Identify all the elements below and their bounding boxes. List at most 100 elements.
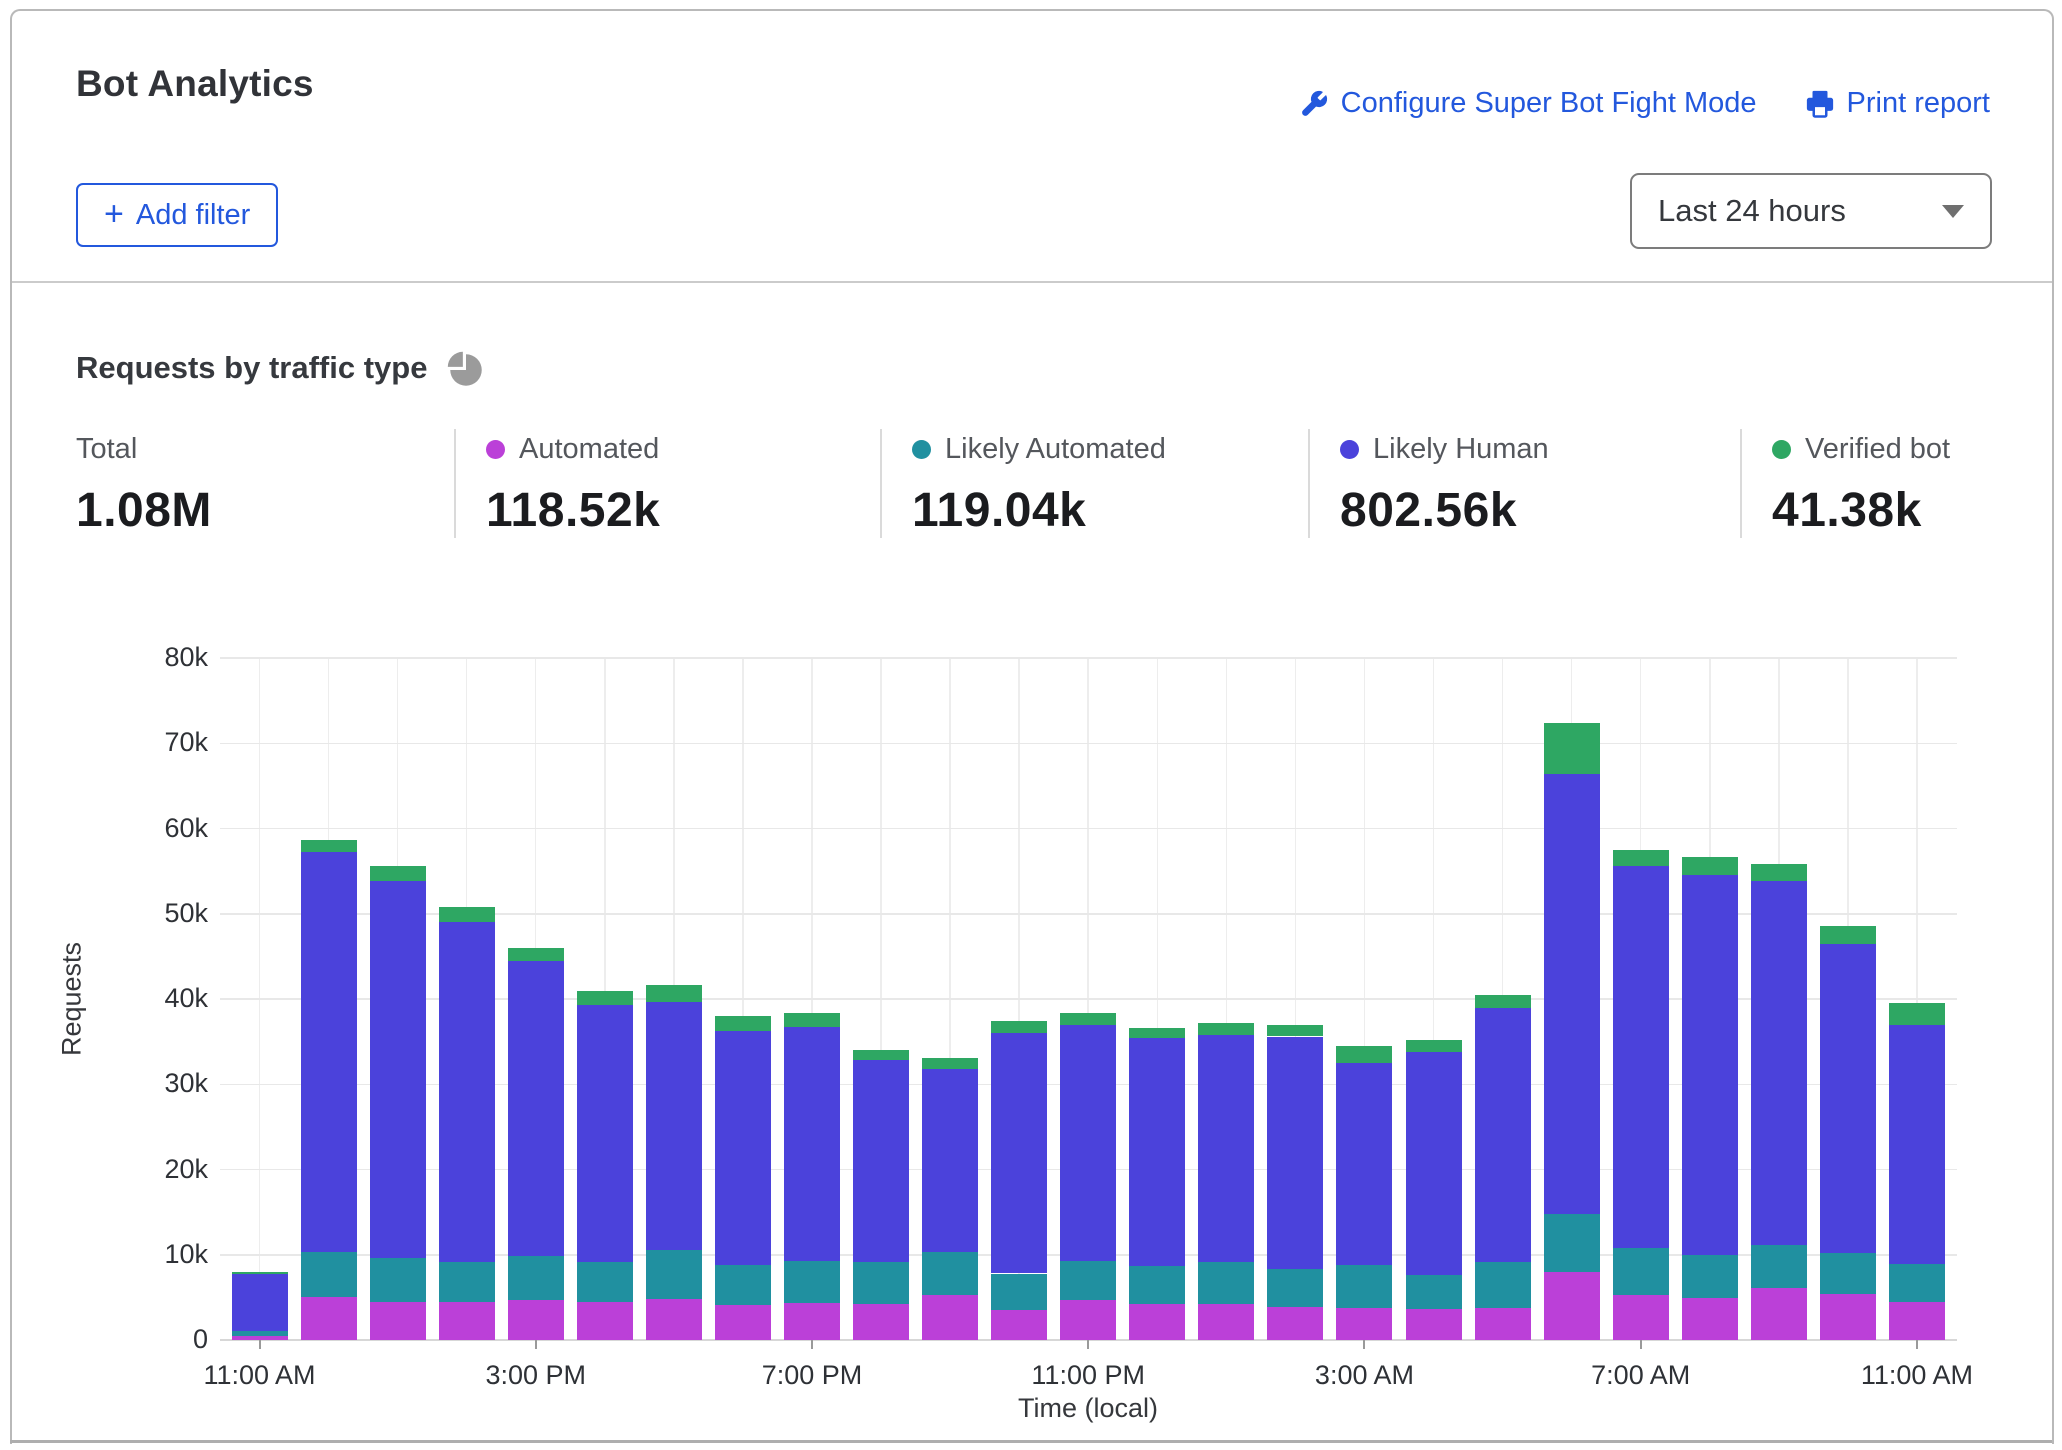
bar-segment-likely_human[interactable] <box>922 1068 979 1253</box>
bar-segment-verified_bot[interactable] <box>714 1016 771 1031</box>
bar-segment-verified_bot[interactable] <box>1681 856 1738 876</box>
bar-segment-likely_automated[interactable] <box>576 1262 633 1302</box>
bar-segment-automated[interactable] <box>991 1310 1048 1340</box>
bar-segment-automated[interactable] <box>1060 1299 1117 1340</box>
bar-segment-likely_human[interactable] <box>1336 1062 1393 1265</box>
bar-segment-likely_automated[interactable] <box>783 1260 840 1304</box>
bar-segment-verified_bot[interactable] <box>1267 1024 1324 1037</box>
bar-segment-verified_bot[interactable] <box>1198 1022 1255 1035</box>
bar-segment-verified_bot[interactable] <box>1543 722 1600 774</box>
bar-segment-automated[interactable] <box>1750 1287 1807 1340</box>
bar-segment-likely_automated[interactable] <box>922 1252 979 1295</box>
bar-segment-automated[interactable] <box>231 1335 288 1340</box>
bar-segment-verified_bot[interactable] <box>645 985 702 1003</box>
bar-segment-likely_human[interactable] <box>1543 773 1600 1214</box>
bar-segment-verified_bot[interactable] <box>1888 1003 1945 1025</box>
bar-segment-verified_bot[interactable] <box>783 1012 840 1028</box>
bar-segment-likely_human[interactable] <box>714 1030 771 1265</box>
bar-segment-likely_human[interactable] <box>1474 1007 1531 1262</box>
bar-segment-verified_bot[interactable] <box>300 840 357 852</box>
bar-segment-likely_automated[interactable] <box>1060 1260 1117 1300</box>
bar-segment-automated[interactable] <box>853 1304 910 1340</box>
bar-segment-automated[interactable] <box>1198 1304 1255 1340</box>
bar-segment-likely_human[interactable] <box>576 1004 633 1263</box>
configure-super-bot-fight-mode-link[interactable]: Configure Super Bot Fight Mode <box>1299 87 1757 120</box>
bar-segment-likely_human[interactable] <box>438 922 495 1262</box>
bar-segment-verified_bot[interactable] <box>507 947 564 961</box>
bar-segment-likely_automated[interactable] <box>369 1258 426 1302</box>
bar-segment-likely_human[interactable] <box>991 1033 1048 1274</box>
bar-segment-likely_human[interactable] <box>853 1060 910 1262</box>
bar-segment-likely_human[interactable] <box>231 1274 288 1332</box>
bar-segment-likely_automated[interactable] <box>1888 1264 1945 1302</box>
bar-segment-automated[interactable] <box>1612 1294 1669 1340</box>
bar-segment-automated[interactable] <box>369 1301 426 1340</box>
bar-segment-verified_bot[interactable] <box>1750 864 1807 882</box>
bar-segment-likely_automated[interactable] <box>853 1261 910 1305</box>
bar-segment-verified_bot[interactable] <box>853 1050 910 1061</box>
bar-segment-likely_human[interactable] <box>1681 875 1738 1255</box>
bar-segment-likely_automated[interactable] <box>507 1256 564 1300</box>
bar-segment-likely_automated[interactable] <box>1750 1244 1807 1288</box>
bar-segment-likely_human[interactable] <box>1612 866 1669 1248</box>
bar-segment-verified_bot[interactable] <box>1336 1045 1393 1063</box>
bar-segment-likely_automated[interactable] <box>1336 1264 1393 1309</box>
bar-segment-likely_human[interactable] <box>1819 943 1876 1254</box>
bar-segment-likely_human[interactable] <box>300 851 357 1253</box>
add-filter-button[interactable]: + Add filter <box>76 183 279 247</box>
bar-segment-verified_bot[interactable] <box>1060 1013 1117 1025</box>
bar-segment-verified_bot[interactable] <box>438 906 495 923</box>
bar-segment-likely_automated[interactable] <box>1129 1265 1186 1305</box>
bar-segment-automated[interactable] <box>1819 1293 1876 1340</box>
bar-segment-verified_bot[interactable] <box>369 866 426 882</box>
bar-segment-automated[interactable] <box>300 1297 357 1340</box>
bar-segment-likely_human[interactable] <box>1405 1051 1462 1276</box>
bar-segment-likely_human[interactable] <box>1267 1036 1324 1270</box>
bar-segment-likely_automated[interactable] <box>438 1261 495 1302</box>
bar-segment-likely_automated[interactable] <box>231 1331 288 1336</box>
bar-segment-likely_automated[interactable] <box>1198 1261 1255 1305</box>
bar-segment-likely_automated[interactable] <box>1267 1269 1324 1307</box>
bar-segment-automated[interactable] <box>507 1299 564 1340</box>
bar-segment-automated[interactable] <box>922 1294 979 1340</box>
bar-segment-likely_automated[interactable] <box>1474 1261 1531 1308</box>
bar-segment-automated[interactable] <box>576 1301 633 1340</box>
bar-segment-verified_bot[interactable] <box>991 1021 1048 1034</box>
bar-segment-automated[interactable] <box>1888 1301 1945 1340</box>
bar-segment-likely_automated[interactable] <box>1819 1253 1876 1294</box>
bar-segment-verified_bot[interactable] <box>1405 1039 1462 1052</box>
bar-segment-verified_bot[interactable] <box>1612 849 1669 866</box>
bar-segment-verified_bot[interactable] <box>1129 1027 1186 1039</box>
bar-segment-likely_human[interactable] <box>1060 1024 1117 1261</box>
bar-segment-automated[interactable] <box>1267 1306 1324 1340</box>
print-report-link[interactable]: Print report <box>1805 87 1990 120</box>
bar-segment-automated[interactable] <box>438 1301 495 1340</box>
bar-segment-likely_human[interactable] <box>369 881 426 1259</box>
bar-segment-automated[interactable] <box>714 1305 771 1340</box>
bar-segment-likely_human[interactable] <box>1750 881 1807 1245</box>
bar-segment-likely_human[interactable] <box>645 1002 702 1251</box>
bar-segment-likely_human[interactable] <box>783 1027 840 1261</box>
bar-segment-verified_bot[interactable] <box>922 1057 979 1069</box>
bar-segment-automated[interactable] <box>1129 1304 1186 1340</box>
bar-segment-likely_automated[interactable] <box>1612 1247 1669 1295</box>
bar-segment-verified_bot[interactable] <box>231 1271 288 1275</box>
bar-segment-likely_automated[interactable] <box>1681 1254 1738 1299</box>
bar-segment-likely_automated[interactable] <box>1543 1213 1600 1272</box>
bar-segment-automated[interactable] <box>1336 1308 1393 1340</box>
bar-segment-likely_automated[interactable] <box>991 1273 1048 1311</box>
bar-segment-verified_bot[interactable] <box>1474 994 1531 1008</box>
time-range-select[interactable]: Last 24 hours <box>1630 173 1992 249</box>
bar-segment-likely_automated[interactable] <box>645 1250 702 1300</box>
bar-segment-likely_human[interactable] <box>1198 1034 1255 1262</box>
bar-segment-verified_bot[interactable] <box>1819 925 1876 944</box>
bar-segment-likely_automated[interactable] <box>300 1252 357 1298</box>
bar-segment-likely_automated[interactable] <box>714 1264 771 1306</box>
bar-segment-automated[interactable] <box>1474 1307 1531 1340</box>
bar-segment-likely_human[interactable] <box>507 960 564 1257</box>
bar-segment-verified_bot[interactable] <box>576 991 633 1005</box>
bar-segment-automated[interactable] <box>645 1299 702 1340</box>
bar-segment-likely_human[interactable] <box>1888 1024 1945 1265</box>
bar-segment-likely_automated[interactable] <box>1405 1275 1462 1310</box>
bar-segment-automated[interactable] <box>1681 1298 1738 1340</box>
